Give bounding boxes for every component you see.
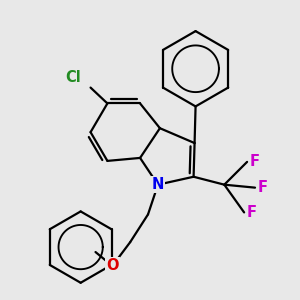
Text: Cl: Cl <box>65 70 81 85</box>
Text: O: O <box>106 258 118 273</box>
Text: F: F <box>250 154 260 169</box>
Text: N: N <box>152 177 164 192</box>
Text: F: F <box>247 205 257 220</box>
Text: F: F <box>258 180 268 195</box>
